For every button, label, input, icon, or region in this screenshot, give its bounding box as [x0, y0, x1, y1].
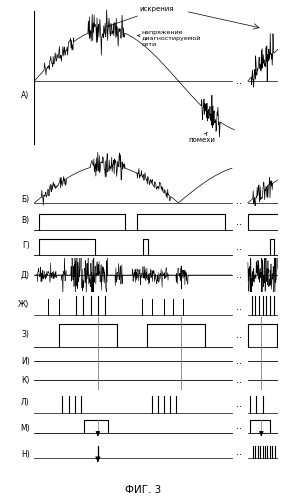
- Text: ..: ..: [236, 270, 242, 280]
- Text: Д): Д): [21, 270, 30, 279]
- Text: ..: ..: [236, 399, 242, 410]
- Text: ..: ..: [236, 302, 242, 312]
- Text: ..: ..: [236, 330, 242, 340]
- Text: И): И): [21, 357, 30, 366]
- Text: ..: ..: [236, 356, 242, 366]
- Text: ..: ..: [236, 196, 242, 206]
- Text: В): В): [22, 216, 30, 225]
- Text: А): А): [21, 91, 30, 100]
- Text: ФИГ. 3: ФИГ. 3: [125, 485, 162, 495]
- Text: ..: ..: [236, 375, 242, 385]
- Text: Н): Н): [21, 450, 30, 459]
- Text: ..: ..: [236, 217, 242, 227]
- Text: Л): Л): [21, 398, 30, 407]
- Text: К): К): [21, 376, 30, 385]
- Text: З): З): [22, 330, 30, 339]
- Text: искрения: искрения: [107, 6, 174, 27]
- Text: Г): Г): [22, 241, 30, 250]
- Text: ..: ..: [236, 447, 242, 457]
- Text: напряжение
диагностируемой
сети: напряжение диагностируемой сети: [138, 30, 201, 47]
- Text: Ж): Ж): [18, 300, 30, 309]
- Text: ..: ..: [236, 421, 242, 431]
- Text: помехи: помехи: [188, 132, 215, 143]
- Text: ..: ..: [236, 76, 242, 86]
- Text: М): М): [20, 424, 30, 433]
- Text: ..: ..: [236, 242, 242, 252]
- Text: Б): Б): [22, 195, 30, 204]
